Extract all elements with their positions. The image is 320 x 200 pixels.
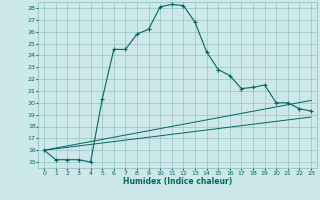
X-axis label: Humidex (Indice chaleur): Humidex (Indice chaleur) [123, 177, 232, 186]
